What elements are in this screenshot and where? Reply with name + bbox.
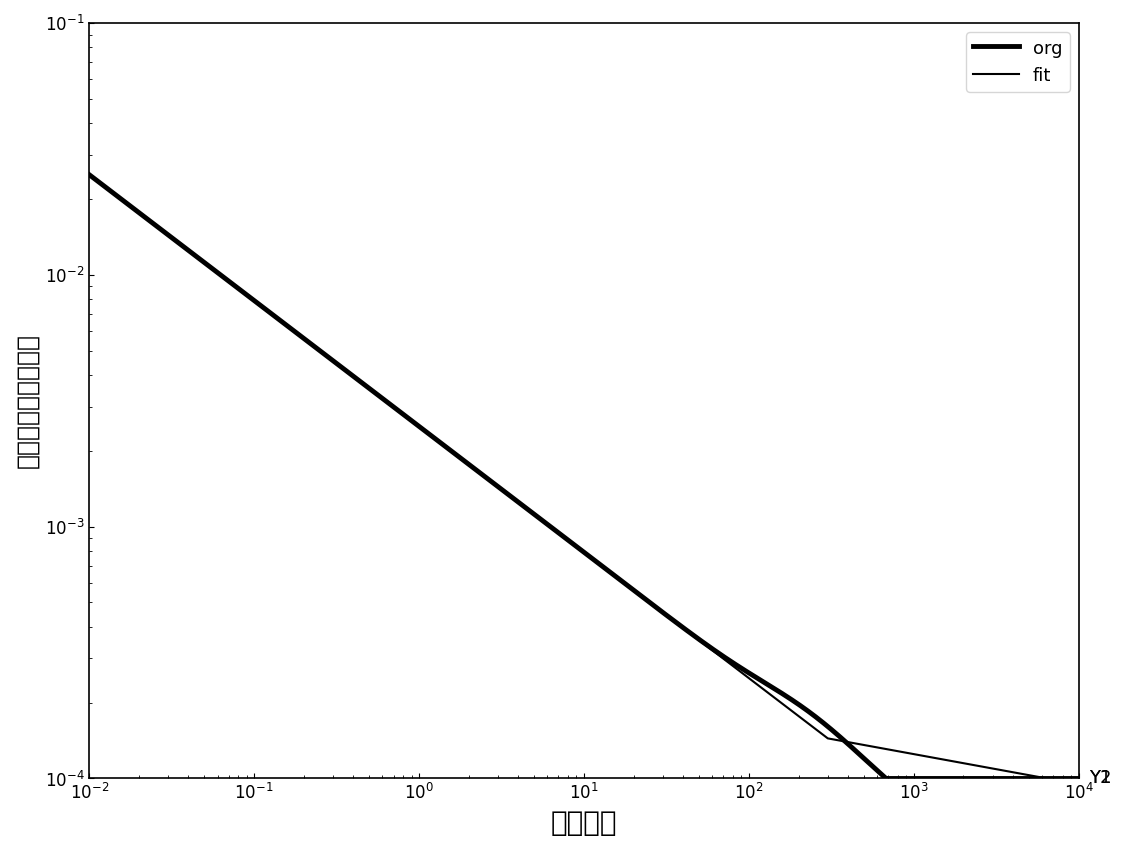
Y-axis label: 标准阿伦方差西格玛: 标准阿伦方差西格玛 (15, 333, 39, 469)
org (564, 537, 577, 547)
org (1043, 774, 1056, 784)
org (1044, 774, 1058, 784)
X-axis label: 时间群集: 时间群集 (551, 809, 618, 837)
Line: org: org (89, 175, 1079, 779)
fit (1072, 774, 1086, 784)
fit (133, 208, 146, 218)
fit (1041, 774, 1054, 784)
Legend: org, fit: org, fit (966, 32, 1070, 92)
fit (82, 170, 96, 180)
Line: fit: fit (89, 175, 1079, 779)
fit (1044, 774, 1058, 784)
org (862, 757, 875, 768)
Text: Y2: Y2 (1089, 769, 1112, 787)
fit (564, 537, 577, 547)
Text: Y1: Y1 (1089, 769, 1112, 787)
fit (538, 517, 551, 527)
fit (862, 740, 875, 751)
org (133, 208, 146, 218)
fit (1043, 774, 1056, 784)
org (82, 170, 96, 180)
org (880, 774, 893, 784)
org (1072, 774, 1086, 784)
org (538, 517, 551, 527)
